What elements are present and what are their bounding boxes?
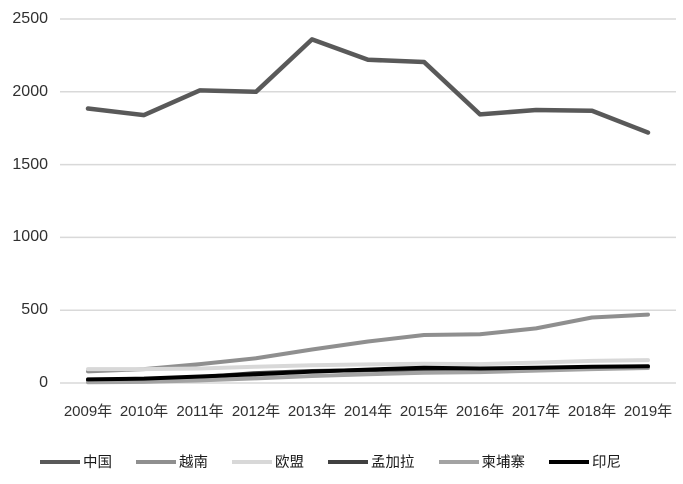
x-axis-label: 2016年 <box>455 403 505 420</box>
legend-item-3: 孟加拉 <box>328 451 415 472</box>
legend-item-4: 柬埔寨 <box>438 451 526 472</box>
series-line-1 <box>86 312 650 374</box>
legend-label: 欧盟 <box>275 455 304 471</box>
series-line-0 <box>85 37 651 135</box>
x-axis-label: 2014年 <box>343 403 393 420</box>
series-line-4 <box>86 366 650 385</box>
legend-label: 中国 <box>83 455 112 471</box>
legend-swatch-icon <box>438 459 479 464</box>
x-axis-label: 2018年 <box>567 403 617 420</box>
y-tick-label: 2500 <box>12 10 48 27</box>
legend-label: 柬埔寨 <box>481 455 526 471</box>
x-axis-label: 2017年 <box>511 403 561 420</box>
legend-label: 印尼 <box>592 455 621 471</box>
y-tick-label: 1000 <box>12 228 48 246</box>
y-tick-label: 0 <box>39 374 48 391</box>
legend-label: 越南 <box>179 455 208 471</box>
legend-swatch-icon <box>549 459 589 464</box>
legend-item-0: 中国 <box>40 451 112 472</box>
x-axis-label: 2012年 <box>231 403 281 420</box>
y-tick-label: 500 <box>21 301 48 319</box>
x-axis-label: 2015年 <box>399 403 449 420</box>
legend-item-5: 印尼 <box>549 451 621 472</box>
legend-swatch-icon <box>40 459 80 464</box>
y-tick-label: 2000 <box>12 82 48 100</box>
x-axis-label: 2019年 <box>623 403 673 420</box>
legend-swatch-icon <box>232 459 272 464</box>
plot-area <box>60 18 676 385</box>
legend-swatch-icon <box>136 459 176 464</box>
y-tick-label: 1500 <box>12 155 48 173</box>
x-axis-label: 2009年 <box>63 403 113 420</box>
x-axis-label: 2013年 <box>287 403 337 420</box>
legend-item-1: 越南 <box>136 451 208 472</box>
legend-label: 孟加拉 <box>371 455 415 471</box>
chart-legend: 中国 越南 欧盟 孟加拉 柬埔寨 印尼 <box>40 451 683 472</box>
x-axis-label: 2010年 <box>119 403 169 420</box>
series-line-5 <box>86 364 650 382</box>
x-axis-label: 2011年 <box>176 403 224 420</box>
series-line-2 <box>86 358 650 372</box>
legend-swatch-icon <box>328 459 368 464</box>
legend-item-2: 欧盟 <box>232 451 304 472</box>
